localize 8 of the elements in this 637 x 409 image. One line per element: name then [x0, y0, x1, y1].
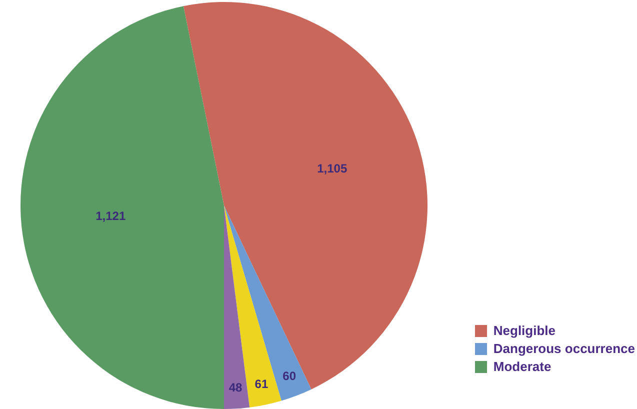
data-label: 1,121 — [96, 209, 126, 224]
data-label: 1,105 — [317, 162, 348, 176]
legend-label: Dangerous occurrence — [493, 341, 635, 356]
legend-label: Moderate — [493, 359, 552, 374]
data-label: 61 — [254, 377, 268, 392]
legend-label: Negligible — [493, 323, 556, 338]
data-label: 48 — [228, 380, 243, 395]
data-label: 60 — [282, 368, 296, 383]
